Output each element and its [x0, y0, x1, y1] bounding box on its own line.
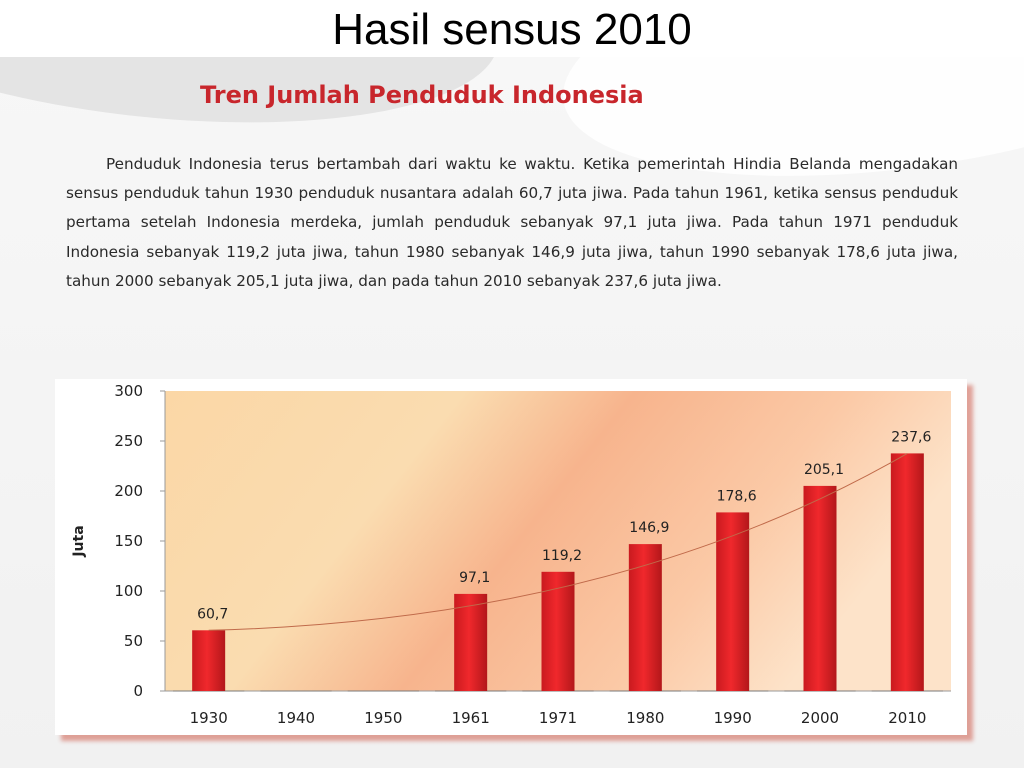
- bar: [890, 453, 924, 691]
- x-tick-label: 2010: [888, 709, 926, 727]
- data-label: 97,1: [459, 570, 490, 586]
- y-tick-label: 100: [114, 582, 143, 600]
- infographic-image: Tren Jumlah Penduduk Indonesia Penduduk …: [0, 57, 1024, 768]
- data-label: 60,7: [197, 606, 228, 622]
- description-paragraph: Penduduk Indonesia terus bertambah dari …: [66, 155, 958, 290]
- data-label: 205,1: [804, 462, 844, 478]
- slide-title: Hasil sensus 2010: [332, 5, 692, 54]
- x-tick-label: 1930: [190, 709, 228, 727]
- bar: [192, 630, 226, 691]
- x-tick-label: 1940: [277, 709, 315, 727]
- y-tick-label: 200: [114, 482, 143, 500]
- bar: [454, 593, 488, 691]
- y-axis-label: Juta: [71, 525, 87, 557]
- bar: [541, 571, 575, 691]
- y-tick-label: 0: [133, 682, 143, 700]
- bar: [803, 485, 837, 691]
- x-tick-label: 1961: [452, 709, 490, 727]
- chart-svg: 0 50 100 150 200 250 300 Juta 1930 60,7 1940 1950 19…: [71, 382, 951, 727]
- data-label: 146,9: [629, 520, 669, 536]
- x-tick-label: 1980: [626, 709, 664, 727]
- data-label: 178,6: [717, 488, 757, 504]
- data-label: 237,6: [891, 429, 931, 445]
- y-tick-label: 250: [114, 432, 143, 450]
- section-heading: Tren Jumlah Penduduk Indonesia: [200, 81, 644, 109]
- x-tick-label: 1950: [364, 709, 402, 727]
- bar: [716, 512, 750, 691]
- bar: [628, 544, 662, 691]
- y-tick-label: 50: [124, 632, 143, 650]
- x-tick-label: 2000: [801, 709, 839, 727]
- x-tick-label: 1990: [714, 709, 752, 727]
- data-label: 119,2: [542, 548, 582, 564]
- x-tick-label: 1971: [539, 709, 577, 727]
- trend-line: [208, 452, 908, 631]
- y-tick-label: 150: [114, 532, 143, 550]
- bar-chart: 0 50 100 150 200 250 300 Juta 1930 60,7 1940 1950 19…: [55, 379, 967, 735]
- y-tick-label: 300: [114, 382, 143, 400]
